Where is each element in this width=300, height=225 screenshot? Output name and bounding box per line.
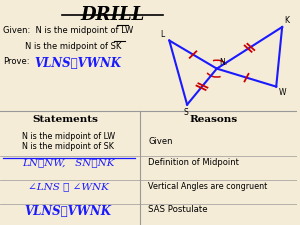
Text: LN≅NW,   SN≅NK: LN≅NW, SN≅NK [22,158,115,167]
Text: Prove:: Prove: [3,57,29,66]
Text: K: K [284,16,290,25]
Text: Statements: Statements [32,115,98,124]
Text: W: W [278,88,286,97]
Text: Definition of Midpoint: Definition of Midpoint [148,158,239,167]
Text: VLNS≅VWNK: VLNS≅VWNK [34,57,121,70]
Text: N is the midpoint of SK: N is the midpoint of SK [25,42,122,51]
Text: Given: Given [148,137,173,146]
Text: Vertical Angles are congruent: Vertical Angles are congruent [148,182,268,191]
Text: L: L [160,30,165,39]
Text: DRILL: DRILL [81,6,145,24]
Text: VLNS≅VWNK: VLNS≅VWNK [25,205,112,218]
Text: N is the midpoint of LW
N is the midpoint of SK: N is the midpoint of LW N is the midpoin… [22,132,115,151]
Text: ∠LNS ≅ ∠WNK: ∠LNS ≅ ∠WNK [28,182,109,191]
Text: Reasons: Reasons [190,115,238,124]
Text: SAS Postulate: SAS Postulate [148,205,208,214]
Text: N: N [219,58,225,67]
Text: Given:  N is the midpoint of LW: Given: N is the midpoint of LW [3,26,133,35]
Text: S: S [183,108,188,117]
